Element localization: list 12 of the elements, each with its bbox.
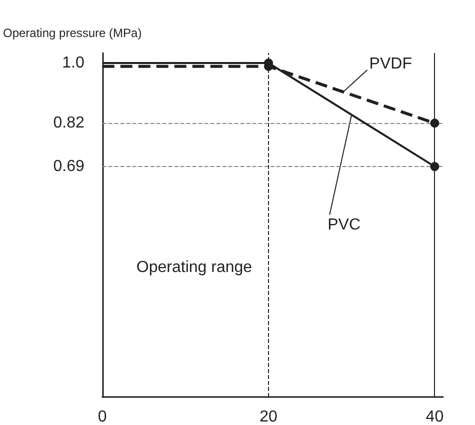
series-label: PVDF — [369, 55, 412, 72]
annotation: Operating range — [136, 258, 252, 276]
y-axis-title: Operating pressure (MPa) — [2, 26, 142, 40]
point — [430, 162, 440, 172]
y-tick-label: 1.0 — [62, 54, 84, 72]
x-tick-label: 0 — [98, 408, 107, 425]
text: PVC — [328, 216, 361, 234]
y-tick-label: 0.69 — [53, 158, 84, 176]
x-tick-label: 40 — [426, 408, 444, 425]
y-tick-label: 0.82 — [53, 114, 84, 132]
x-tick-label: 20 — [260, 408, 278, 425]
point — [430, 118, 440, 128]
